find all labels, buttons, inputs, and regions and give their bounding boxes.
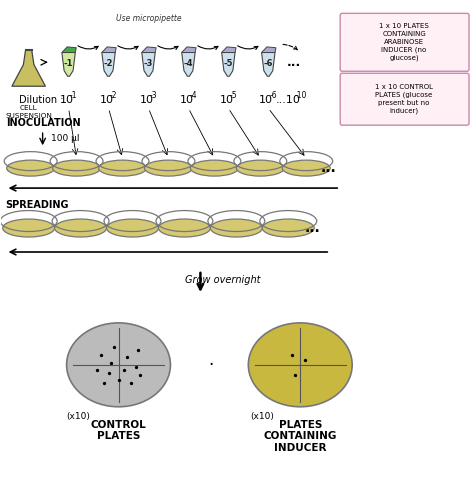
Text: ·: · (208, 356, 213, 374)
FancyArrowPatch shape (237, 46, 258, 49)
FancyArrowPatch shape (158, 46, 178, 49)
Polygon shape (12, 50, 46, 86)
Text: -10: -10 (295, 91, 308, 100)
Ellipse shape (191, 160, 238, 176)
Text: (x10): (x10) (250, 412, 274, 421)
Text: ...: ... (304, 221, 320, 235)
FancyArrowPatch shape (118, 46, 138, 49)
FancyArrowPatch shape (283, 44, 297, 50)
Polygon shape (12, 51, 45, 86)
Text: SPREADING: SPREADING (6, 200, 69, 210)
Polygon shape (222, 47, 236, 52)
Text: -4: -4 (183, 59, 193, 68)
Text: CONTROL
PLATES: CONTROL PLATES (91, 420, 146, 441)
Ellipse shape (262, 219, 314, 237)
Text: (x10): (x10) (67, 412, 91, 421)
Ellipse shape (210, 219, 262, 237)
Polygon shape (222, 52, 235, 76)
Text: Dilution :: Dilution : (18, 95, 69, 105)
Ellipse shape (283, 160, 330, 176)
Text: -2: -2 (104, 59, 113, 68)
Polygon shape (262, 52, 275, 76)
Ellipse shape (145, 160, 192, 176)
Text: -6: -6 (270, 91, 277, 100)
Text: -3: -3 (150, 91, 157, 100)
Text: -1: -1 (70, 91, 77, 100)
Text: 10: 10 (219, 95, 233, 105)
Text: Use micropipette: Use micropipette (116, 14, 181, 23)
Text: -6: -6 (264, 59, 273, 68)
Ellipse shape (3, 219, 55, 237)
Polygon shape (182, 52, 195, 76)
Text: -5: -5 (229, 91, 237, 100)
Polygon shape (102, 52, 115, 76)
Ellipse shape (248, 323, 352, 407)
FancyBboxPatch shape (340, 73, 469, 125)
FancyArrowPatch shape (198, 46, 218, 49)
Text: ...: ... (287, 56, 301, 69)
Text: 1 x 10 CONTROL
PLATES (glucose
present but no
inducer): 1 x 10 CONTROL PLATES (glucose present b… (375, 84, 433, 115)
Text: PLATES
CONTAINING
INDUCER: PLATES CONTAINING INDUCER (264, 420, 337, 453)
Text: ...10: ...10 (276, 95, 301, 105)
Text: 10: 10 (139, 95, 154, 105)
Text: -4: -4 (190, 91, 197, 100)
Ellipse shape (53, 160, 100, 176)
Polygon shape (142, 52, 155, 76)
Text: 10: 10 (180, 95, 193, 105)
Ellipse shape (55, 219, 107, 237)
Text: -1: -1 (64, 59, 73, 68)
Polygon shape (62, 47, 76, 52)
Text: 1 x 10 PLATES
CONTAINING
ARABINOSE
INDUCER (no
glucose): 1 x 10 PLATES CONTAINING ARABINOSE INDUC… (379, 23, 429, 61)
Text: INOCULATION: INOCULATION (6, 118, 80, 128)
Text: 10: 10 (259, 95, 273, 105)
Polygon shape (142, 47, 156, 52)
Polygon shape (62, 52, 75, 76)
Text: -5: -5 (224, 59, 233, 68)
Text: Grow overnight: Grow overnight (184, 275, 260, 285)
FancyBboxPatch shape (340, 13, 469, 71)
Ellipse shape (237, 160, 284, 176)
FancyArrowPatch shape (78, 46, 98, 49)
Text: 100 μl: 100 μl (51, 133, 79, 142)
Ellipse shape (66, 323, 171, 407)
Text: 10: 10 (100, 95, 114, 105)
Polygon shape (262, 47, 276, 52)
Ellipse shape (99, 160, 146, 176)
Polygon shape (182, 47, 196, 52)
Ellipse shape (107, 219, 158, 237)
Text: ...: ... (320, 161, 336, 175)
Ellipse shape (7, 160, 55, 176)
Text: -3: -3 (144, 59, 153, 68)
Ellipse shape (158, 219, 210, 237)
Text: -2: -2 (110, 91, 117, 100)
Polygon shape (102, 47, 116, 52)
Text: 10: 10 (60, 95, 73, 105)
Text: CELL
SUSPENSION: CELL SUSPENSION (5, 105, 52, 119)
